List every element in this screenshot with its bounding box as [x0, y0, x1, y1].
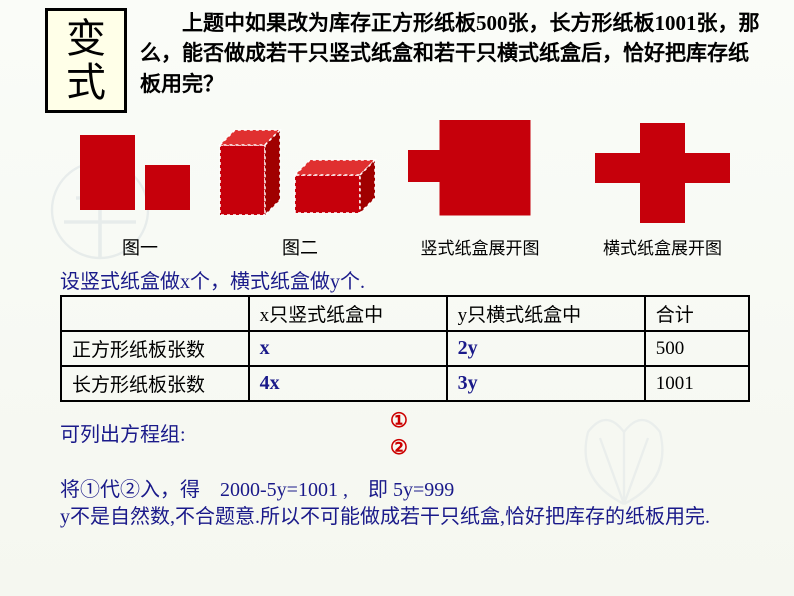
- net1-svg: [400, 120, 560, 225]
- table-row: 正方形纸板张数 x 2y 500: [61, 331, 749, 366]
- sub-eq2: 5y=999: [393, 479, 454, 501]
- substitution-line: 将①代②入，得 2000-5y=1001 , 即 5y=999: [60, 473, 454, 502]
- sub-pre: 将①代②入，得: [60, 479, 220, 501]
- net2-label: 横式纸盒展开图: [585, 234, 740, 259]
- th-y: y只横式纸盒中: [447, 296, 645, 331]
- variant-box: 变 式: [45, 8, 127, 113]
- fig1-svg: [75, 125, 205, 225]
- circled-2: ②: [390, 435, 408, 460]
- th-total: 合计: [645, 296, 749, 331]
- setup-line: 设竖式纸盒做x个，横式纸盒做y个.: [60, 265, 365, 294]
- row2-label: 长方形纸板张数: [61, 366, 249, 401]
- problem-text: 上题中如果改为库存正方形纸板500张，长方形纸板1001张，那么，能否做成若干只…: [140, 8, 764, 99]
- row1-y: 2y: [458, 337, 478, 359]
- sub-eq1: 2000-5y=1001 ,: [220, 479, 348, 501]
- row1-total: 500: [645, 331, 749, 366]
- figures-row: 图一 图二 竖式纸盒展开图: [60, 120, 750, 260]
- table-row: 长方形纸板张数 4x 3y 1001: [61, 366, 749, 401]
- fig2-label: 图二: [215, 234, 385, 260]
- variant-char1: 变: [66, 17, 106, 61]
- row2-y: 3y: [458, 372, 478, 394]
- row2-x: 4x: [260, 372, 280, 394]
- row2-total: 1001: [645, 366, 749, 401]
- fig1-label: 图一: [75, 234, 205, 260]
- net1-label: 竖式纸盒展开图: [400, 234, 560, 259]
- conclusion-text: y不是自然数,不合题意.所以不可能做成若干只纸盒,恰好把库存的纸板用完.: [60, 502, 764, 532]
- sub-mid: 即: [348, 479, 393, 501]
- th-x: x只竖式纸盒中: [249, 296, 447, 331]
- circled-1: ①: [390, 408, 408, 433]
- th-blank: [61, 296, 249, 331]
- equation-label: 可列出方程组:: [60, 418, 186, 447]
- fig2-svg: [215, 125, 385, 225]
- row1-label: 正方形纸板张数: [61, 331, 249, 366]
- variant-char2: 式: [66, 61, 106, 105]
- net2-svg: [585, 120, 740, 225]
- row1-x: x: [260, 337, 270, 359]
- data-table: x只竖式纸盒中 y只横式纸盒中 合计 正方形纸板张数 x 2y 500 长方形纸…: [60, 295, 750, 402]
